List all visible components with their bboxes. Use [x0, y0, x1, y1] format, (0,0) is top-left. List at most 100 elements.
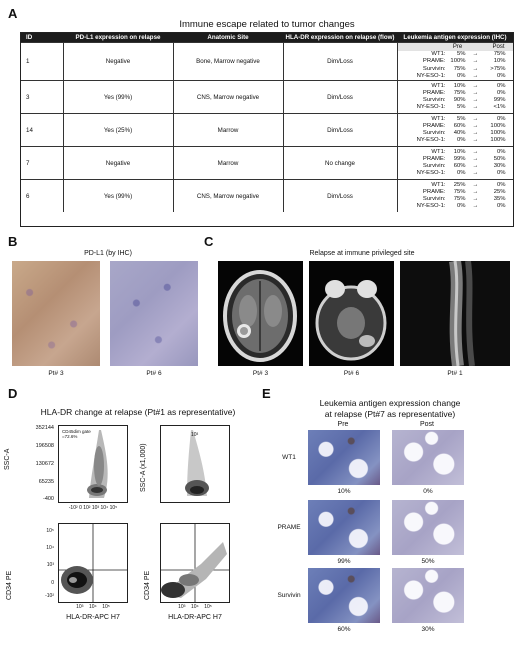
flow-plot-ssc-post: 10³: [160, 425, 230, 503]
immune-escape-table: ID PD-L1 expression on relapse Anatomic …: [21, 33, 514, 213]
arrow-icon: →: [472, 122, 479, 129]
cell-site: Marrow: [172, 113, 283, 147]
xtick-tl-1: 0: [79, 505, 82, 511]
table-row: 7 Negative Marrow No change WT1: 10% → 0% PRAME:…: [21, 146, 514, 180]
xtick-bl-1: 10⁴: [88, 604, 97, 610]
flow-plot-cd34-post: [160, 523, 230, 603]
ytick-bl-3: 0: [51, 580, 54, 586]
cell-pdl1: Negative: [62, 41, 173, 81]
antigen-post-value: 100%: [490, 130, 506, 137]
panel-e-post-label: Post: [419, 421, 434, 428]
mri-caption-pt6: Pt# 6: [343, 370, 360, 377]
cell-antigens: WT1: 5% → 0% PRAME: 60% → 100% Survivin: 40% → 100%…: [396, 113, 514, 147]
antigen-pre-value: 60%: [453, 122, 466, 129]
cd34-axis-label-right: CD34 PE: [144, 570, 151, 600]
antigen-row: WT1: 5% → 0%: [398, 116, 514, 123]
inset-tick-label: 10³: [191, 432, 199, 438]
antigen-row: NY-ESO-1: 5% → <1%: [398, 104, 514, 111]
antigen-name: NY-ESO-1:: [416, 170, 446, 177]
antigen-pre-value: 0%: [456, 170, 466, 177]
ytick-bl-4: -10²: [45, 593, 54, 599]
post-percent: 0%: [423, 488, 433, 495]
pre-percent: 10%: [337, 488, 351, 495]
panel-label-e: E: [262, 386, 271, 401]
xtick-tl-3: 10³: [91, 505, 100, 511]
arrow-icon: →: [472, 115, 479, 122]
antigen-row: Survivin: 75% → >75%: [398, 66, 514, 73]
xticks-bottom-right: 10³ 10⁴ 10⁵: [160, 604, 230, 610]
antigen-name: PRAME:: [422, 89, 446, 96]
mri-image-pt3: [218, 261, 303, 366]
xticks-top-left: -10² 0 10² 10³ 10⁴ 10⁵: [50, 505, 136, 511]
arrow-icon: →: [472, 148, 479, 155]
arrow-icon: →: [472, 65, 479, 72]
arrow-icon: →: [472, 163, 479, 170]
panel-b-title: PD-L1 (by IHC): [84, 250, 132, 257]
table-row: 1 Negative Bone, Marrow negative Dim/Loss Pr…: [21, 41, 514, 81]
antigen-row: NY-ESO-1: 0% → 0%: [398, 170, 514, 177]
antigen-pre-value: 0%: [456, 72, 466, 79]
antigen-name: WT1:: [431, 115, 446, 122]
antigen-post-value: 0%: [496, 181, 506, 188]
antigen-post-value: 10%: [493, 58, 506, 65]
hla-axis-label-left: HLA-DR-APC H7: [66, 614, 120, 621]
cell-pdl1: Negative: [62, 146, 173, 180]
cell-antigens: WT1: 10% → 0% PRAME: 99% → 50% Survivin: 60% → 30% N…: [396, 146, 514, 180]
antigen-post-value: 0%: [496, 115, 506, 122]
antigen-pre-value: 99%: [453, 155, 466, 162]
panel-c-title: Relapse at immune privileged site: [309, 250, 415, 257]
cell-site: Marrow: [172, 146, 283, 180]
panel-label-c: C: [204, 234, 214, 249]
antigen-name: WT1:: [431, 181, 446, 188]
xtick-bl-2: 10⁵: [102, 604, 110, 610]
pdl1-ihc-image-pt3: [12, 261, 100, 366]
antigen-pre-value: 75%: [453, 188, 466, 195]
mri-caption-pt3: Pt# 3: [252, 370, 269, 377]
ytick-tl-0: 352144: [35, 425, 54, 431]
antigen-post-value: 100%: [490, 137, 506, 144]
xtick-tl-5: 10⁵: [109, 505, 118, 511]
xtick-bl-0: 10³: [76, 604, 84, 610]
antigen-post-value: 99%: [493, 97, 506, 104]
arrow-icon: →: [472, 155, 479, 162]
ytick-tl-2: 130672: [35, 461, 54, 467]
antigen-pre-value: 5%: [456, 115, 466, 122]
hla-axis-label-right: HLA-DR-APC H7: [168, 614, 222, 621]
antigen-row: Survivin: 75% → 35%: [398, 196, 514, 203]
antigen-post-value: >75%: [490, 65, 506, 72]
antigen-pre-value: 0%: [456, 137, 466, 144]
table-row: 14 Yes (25%) Marrow Dim/Loss WT1: 5% → 0% PRAME:…: [21, 113, 514, 147]
antigen-name: PRAME:: [422, 188, 446, 195]
cell-pdl1: Yes (25%): [62, 113, 173, 147]
arrow-icon: →: [472, 181, 479, 188]
antigen-row: Survivin: 90% → 99%: [398, 97, 514, 104]
antigen-row: PRAME: 60% → 100%: [398, 123, 514, 130]
antigen-name: WT1:: [431, 148, 446, 155]
cell-pdl1: Yes (99%): [62, 80, 173, 114]
antigen-post-value: 50%: [493, 155, 506, 162]
antigen-post-value: 0%: [496, 89, 506, 96]
cell-site: Bone, Marrow negative: [172, 41, 283, 81]
cell-id: 7: [21, 146, 63, 180]
antigen-row: NY-ESO-1: 0% → 0%: [398, 203, 514, 210]
cell-id: 1: [21, 41, 63, 81]
antigen-post-value: 35%: [493, 196, 506, 203]
antigen-name: WT1:: [431, 51, 446, 57]
cell-hla: No change: [282, 146, 397, 180]
antigen-post-value: 30%: [493, 163, 506, 170]
antigen-pre-value: 100%: [450, 58, 466, 65]
xtick-tl-4: 10⁴: [100, 505, 109, 511]
ihc-post-image: [392, 500, 464, 555]
panel-label-b: B: [8, 234, 18, 249]
header-pdl1: PD-L1 expression on relapse: [63, 33, 173, 43]
arrow-icon: →: [472, 203, 479, 210]
antigen-post-value: 75%: [493, 51, 506, 57]
arrow-icon: →: [472, 170, 479, 177]
arrow-icon: →: [472, 51, 479, 57]
table-header-row: ID PD-L1 expression on relapse Anatomic …: [21, 33, 513, 43]
post-percent: 30%: [421, 626, 435, 633]
cell-id: 3: [21, 80, 63, 114]
cell-site: CNS, Marrow negative: [172, 179, 283, 213]
escape-table-frame: ID PD-L1 expression on relapse Anatomic …: [20, 32, 514, 227]
arrow-icon: →: [472, 196, 479, 203]
